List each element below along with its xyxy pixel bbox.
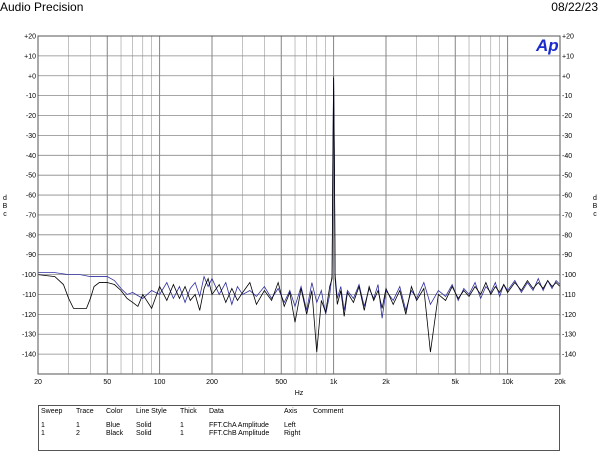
legend-cell-color: Blue (106, 422, 121, 429)
legend-cell-data: FFT.ChB Amplitude (209, 430, 270, 437)
legend-header-data: Data (209, 408, 224, 415)
y-tick-label-left: -30 (26, 133, 36, 140)
y-tick-label-right: -10 (562, 93, 572, 100)
y-tick-label-left: -60 (26, 193, 36, 200)
y-tick-label-right: +20 (562, 34, 574, 41)
y-tick-label-right: -100 (562, 272, 576, 279)
y-tick-label-right: -30 (562, 133, 572, 140)
x-tick-label: 20k (554, 379, 566, 386)
x-tick-label: 5k (452, 379, 460, 386)
legend-cell-sweep: 1 (41, 422, 45, 429)
y-tick-label-left: +10 (24, 53, 36, 60)
legend-header-trace: Trace (76, 408, 94, 415)
legend-header-sweep: Sweep (41, 408, 63, 415)
y-axis-label-right: d B c (592, 195, 598, 218)
y-tick-label-right: -50 (562, 173, 572, 180)
x-tick-label: 1k (330, 379, 338, 386)
ap-logo: Ap (535, 36, 559, 55)
y-tick-label-right: -140 (562, 352, 576, 359)
legend-cell-axis: Left (284, 422, 296, 429)
legend-header-row: Sweep Trace Color Line Style Thick Data … (39, 408, 373, 422)
legend-header-line-style: Line Style (136, 408, 167, 415)
legend-cell-comment (311, 430, 373, 438)
y-tick-label-left: -110 (23, 292, 37, 299)
y-tick-label-right: -80 (562, 232, 572, 239)
x-tick-label: 100 (154, 379, 166, 386)
plot-frame (37, 35, 561, 375)
legend-cell-line-style: Solid (136, 422, 152, 429)
legend-cell-trace: 1 (76, 422, 80, 429)
y-tick-label-left: -80 (26, 232, 36, 239)
x-tick-label: 200 (206, 379, 218, 386)
y-tick-label-right: -20 (562, 113, 572, 120)
legend-cell-color: Black (106, 430, 124, 437)
y-axis-label-left: d B c (2, 195, 8, 218)
y-tick-label-right: -110 (562, 292, 576, 299)
y-tick-label-left: -20 (26, 113, 36, 120)
legend-header-comment: Comment (313, 408, 344, 415)
trace-legend-table: Sweep Trace Color Line Style Thick Data … (38, 405, 560, 451)
series-line-2 (37, 77, 561, 353)
y-tick-label-left: -130 (22, 332, 36, 339)
series-line-1 (38, 75, 561, 319)
x-tick-label: 500 (275, 379, 287, 386)
y-tick-label-right: -120 (562, 312, 576, 319)
y-tick-label-left: -70 (26, 212, 36, 219)
y-tick-label-left: -40 (26, 153, 36, 160)
app-title: Audio Precision (0, 0, 84, 14)
x-tick-label: 10k (502, 379, 514, 386)
x-axis-label: Hz (295, 390, 304, 397)
legend-cell-thick: 1 (180, 422, 184, 429)
y-tick-label-left: -10 (26, 93, 36, 100)
legend-cell-data: FFT.ChA Amplitude (209, 422, 269, 429)
y-tick-label-right: -40 (562, 153, 572, 160)
legend-row: 1 2 Black Solid 1 FFT.ChB Amplitude Righ… (39, 430, 373, 438)
legend-header-color: Color (106, 408, 123, 415)
y-tick-label-right: -90 (562, 252, 572, 259)
legend-header-axis: Axis (284, 408, 298, 415)
y-tick-label-left: -50 (26, 173, 36, 180)
fft-chart: +20 +10 +0 -10 -20 -30 -40 -50 -60 -70 -80 -90 -100 -… (22, 34, 576, 398)
y-tick-label-left: +0 (28, 73, 36, 80)
x-tick-label: 50 (103, 379, 111, 386)
y-tick-label-right: -60 (562, 193, 572, 200)
legend-cell-sweep: 1 (41, 430, 45, 437)
x-tick-label: 20 (34, 379, 42, 386)
y-tick-label-right: -70 (562, 212, 572, 219)
y-tick-label-left: -140 (22, 352, 36, 359)
legend-cell-trace: 2 (76, 430, 80, 437)
y-tick-label-left: -100 (22, 272, 36, 279)
x-tick-label: 2k (382, 379, 390, 386)
y-tick-label-right: +0 (562, 73, 570, 80)
legend-header-thick: Thick (180, 408, 197, 415)
y-tick-label-left: +20 (24, 34, 36, 41)
legend-cell-line-style: Solid (136, 430, 152, 437)
y-tick-label-right: -130 (562, 332, 576, 339)
legend-cell-axis: Right (284, 430, 301, 437)
report-date: 08/22/23 (551, 0, 598, 14)
legend-cell-thick: 1 (180, 430, 184, 437)
legend-row: 1 1 Blue Solid 1 FFT.ChA Amplitude Left (39, 422, 373, 430)
legend-cell-comment (311, 422, 373, 430)
y-tick-label-right: +10 (562, 53, 574, 60)
y-tick-label-left: -120 (22, 312, 36, 319)
y-tick-label-left: -90 (26, 252, 36, 259)
